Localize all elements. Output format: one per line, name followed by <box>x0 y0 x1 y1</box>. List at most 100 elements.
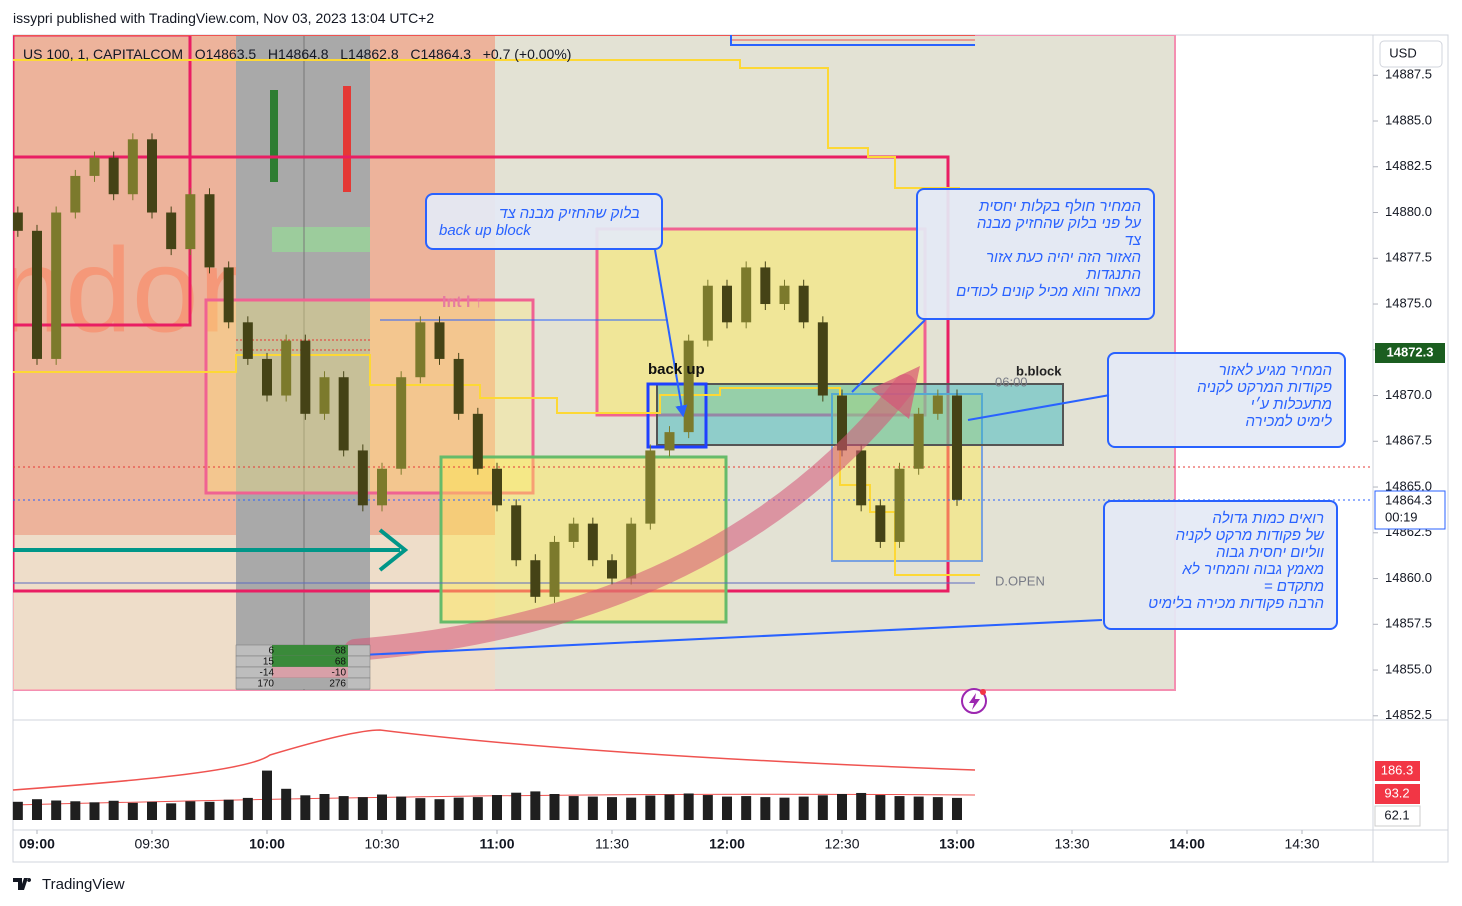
volume-bar <box>875 795 886 820</box>
price-badge-label: 14864.3 <box>1385 492 1432 507</box>
zone <box>439 455 728 624</box>
footprint-cell: 276 <box>329 679 346 690</box>
volume-bar <box>185 801 196 820</box>
candle <box>242 322 253 359</box>
candle <box>185 194 196 250</box>
volume-bar <box>664 794 675 820</box>
volume-bar <box>722 796 732 820</box>
x-tick-label: 10:30 <box>364 836 399 852</box>
note: רואים כמות גדולה של פקודות מרקט לקניה וולי… <box>1103 500 1338 630</box>
candle <box>300 340 311 414</box>
label: D.OPEN <box>995 573 1045 588</box>
candle <box>549 541 560 597</box>
footprint-bar <box>343 86 351 192</box>
price-badge-label: 14872.3 <box>1387 344 1434 359</box>
volume-bar <box>166 803 177 820</box>
note-line: ווליום יחסית גבוה <box>1215 544 1324 561</box>
pointer <box>851 319 926 393</box>
alert-dot <box>980 689 986 695</box>
volume-bar <box>262 770 272 820</box>
candle <box>779 285 790 305</box>
note-line: מתעכלות ע׳י <box>1250 396 1332 413</box>
volume-bar <box>89 802 100 820</box>
candle <box>587 523 598 561</box>
candle <box>127 139 138 195</box>
note-line: על פני בלוק שהחזיק מבנה <box>976 215 1141 232</box>
x-tick-label: 14:30 <box>1284 836 1319 852</box>
footprint-bar <box>270 90 278 182</box>
note-line: המחיר חולף בקלות יחסית <box>979 198 1141 215</box>
candle <box>223 267 234 323</box>
x-tick-label: 11:30 <box>595 836 629 852</box>
candle <box>319 377 330 414</box>
logo <box>13 878 32 890</box>
candle <box>281 340 292 396</box>
volume-bar <box>913 796 924 820</box>
candle <box>511 505 522 561</box>
y-tick-label: 14865.0 <box>1385 478 1432 493</box>
footprint-row <box>272 656 348 667</box>
candle <box>607 560 617 579</box>
volume-bar <box>281 788 292 820</box>
volume-bar <box>415 798 426 820</box>
volume-bar <box>453 797 464 820</box>
candle <box>492 468 502 506</box>
y-tick-label: 14860.0 <box>1385 570 1432 585</box>
y-tick-label: 14887.5 <box>1385 67 1432 82</box>
y-tick-label: 14875.0 <box>1385 295 1432 310</box>
y-tick-label: 14855.0 <box>1385 661 1432 676</box>
legend-low: L14862.8 <box>340 46 399 62</box>
footer-brand: TradingView <box>42 876 125 893</box>
volume-bar <box>511 792 522 820</box>
legend: US 100, 1, CAPITALCOM O14863.5 H14864.8 … <box>23 46 571 62</box>
footer-logo <box>13 878 32 890</box>
currency-button[interactable] <box>1379 40 1443 68</box>
header: issypri published with TradingView.com, … <box>13 10 435 26</box>
candle <box>798 285 809 323</box>
candle <box>837 395 847 451</box>
candle <box>453 358 464 414</box>
legend-close: C14864.3 <box>410 46 472 62</box>
currency: USD <box>1389 45 1416 60</box>
volume-bar <box>108 800 119 820</box>
volume-bar <box>932 797 943 820</box>
volume-badge <box>1375 761 1420 781</box>
candle <box>32 230 42 359</box>
candle <box>913 413 924 469</box>
x-tick-label: 12:30 <box>824 836 859 852</box>
y-tick-label: 14882.5 <box>1385 158 1432 173</box>
x-tick-label: 11:00 <box>479 836 514 852</box>
note-line: המחיר מגיע לאזור <box>1218 362 1332 379</box>
candle <box>683 340 694 433</box>
candle <box>894 468 905 542</box>
note-line: צד <box>1124 232 1142 249</box>
volume-bar <box>472 797 483 820</box>
note-line: מתקדם = <box>1263 578 1324 595</box>
volume-bar <box>683 793 694 820</box>
volume-bar <box>242 797 253 820</box>
x-tick-label: 09:30 <box>134 836 169 852</box>
label: Int l ↑ <box>442 294 483 311</box>
candle <box>568 523 579 542</box>
footprint-table: 6 68 15 68 -14 -10 170 276 <box>235 644 371 690</box>
volume-bar <box>856 792 867 820</box>
x-tick-label: 13:30 <box>1054 836 1089 852</box>
volume-bar <box>338 796 349 820</box>
candle <box>415 322 426 378</box>
volume-badge-label: 93.2 <box>1384 785 1409 800</box>
note-line: התנגדות <box>1086 266 1141 283</box>
countdown: 00:19 <box>1385 509 1418 524</box>
footprint-cell: -14 <box>260 668 275 679</box>
zone-border <box>13 35 192 327</box>
candle <box>875 505 886 542</box>
price-badge <box>1374 490 1446 530</box>
volume-bar <box>741 796 752 820</box>
candle <box>338 377 349 451</box>
candle <box>204 194 215 268</box>
alert-icon <box>969 693 980 710</box>
candle <box>147 139 157 213</box>
note-line: האזור הזה יהיה כעת אזור <box>986 249 1141 266</box>
note-line: רואים כמות גדולה <box>1212 510 1324 527</box>
